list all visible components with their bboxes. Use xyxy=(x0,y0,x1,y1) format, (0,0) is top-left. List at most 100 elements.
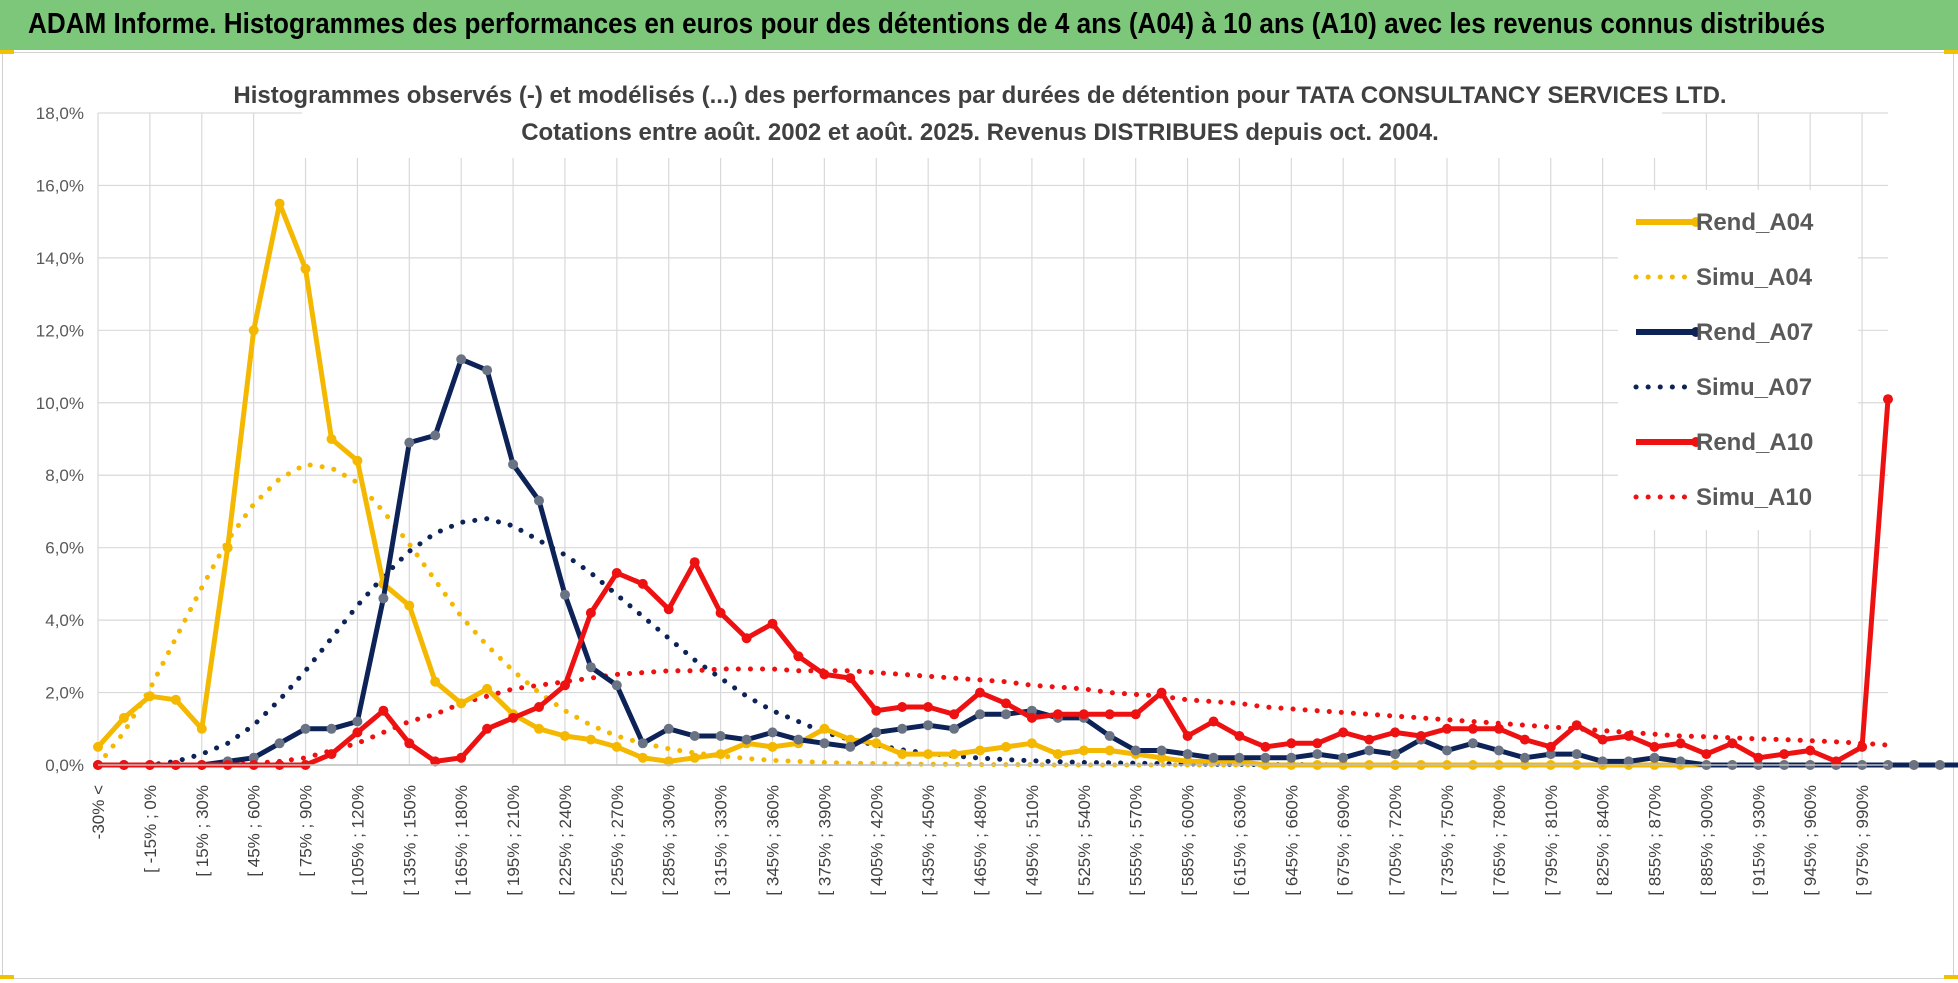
data-point xyxy=(1026,705,1037,716)
series-line-rend-a10 xyxy=(98,399,1891,768)
x-tick-label: [ -15% ; 0% xyxy=(141,785,160,873)
data-point xyxy=(1234,752,1245,763)
data-point xyxy=(585,607,596,618)
corner-marker xyxy=(1944,975,1958,979)
x-tick-label: [ 435% ; 450% xyxy=(919,785,938,896)
data-point xyxy=(1727,738,1738,749)
y-tick-label: 6,0% xyxy=(45,539,84,558)
data-point xyxy=(1623,756,1634,767)
data-point xyxy=(1052,709,1063,720)
data-point xyxy=(1467,738,1478,749)
data-point xyxy=(1104,745,1115,756)
data-point xyxy=(1623,731,1634,741)
x-tick-label: [ 225% ; 240% xyxy=(556,785,575,896)
y-tick-label: 4,0% xyxy=(45,611,84,630)
data-point xyxy=(663,723,674,734)
data-point xyxy=(611,741,622,752)
data-point xyxy=(845,734,856,745)
data-point xyxy=(637,578,648,589)
data-point xyxy=(1001,698,1011,709)
data-point xyxy=(1001,709,1011,720)
data-point xyxy=(1078,745,1089,756)
report-title: ADAM Informe. Histogrammes des performan… xyxy=(28,8,1826,40)
data-point xyxy=(1571,720,1582,731)
data-point xyxy=(819,723,830,734)
chart-subtitle: Cotations entre août. 2002 et août. 2025… xyxy=(521,119,1439,146)
corner-marker xyxy=(0,50,14,54)
data-point xyxy=(689,752,700,763)
data-point xyxy=(1104,709,1115,720)
data-point xyxy=(170,694,181,705)
data-point xyxy=(300,263,311,274)
data-point xyxy=(1442,745,1452,756)
x-tick-label: [ 105% ; 120% xyxy=(348,785,367,896)
data-point xyxy=(1312,749,1323,760)
data-point xyxy=(560,680,570,691)
data-point xyxy=(871,727,882,738)
data-point xyxy=(274,738,285,749)
data-point xyxy=(1286,752,1297,763)
data-point xyxy=(1182,756,1193,767)
data-point xyxy=(1701,749,1712,760)
data-point xyxy=(1675,738,1686,749)
x-tick-label: [ 645% ; 660% xyxy=(1282,785,1301,896)
data-point xyxy=(1805,745,1816,756)
grid xyxy=(97,112,1888,766)
data-point xyxy=(1597,734,1608,745)
data-point xyxy=(689,557,700,568)
title-backdrop xyxy=(302,72,1662,158)
data-point xyxy=(482,723,493,734)
x-tick-label: [ 465% ; 480% xyxy=(971,785,990,896)
data-point xyxy=(715,749,726,760)
data-point xyxy=(456,354,467,365)
data-point xyxy=(534,723,544,734)
y-tick-label: 10,0% xyxy=(36,394,84,413)
data-point xyxy=(637,738,648,749)
data-point xyxy=(1052,749,1063,760)
data-point xyxy=(845,741,856,752)
data-point xyxy=(949,749,960,760)
data-point xyxy=(1182,749,1193,760)
legend-marker xyxy=(1691,437,1701,447)
legend-marker xyxy=(1691,327,1701,337)
y-tick-label: 16,0% xyxy=(36,176,84,195)
data-point xyxy=(352,727,363,738)
data-point xyxy=(1208,716,1219,727)
data-point xyxy=(1182,731,1193,741)
data-point xyxy=(404,600,415,611)
data-point xyxy=(767,618,778,629)
data-point xyxy=(222,542,233,553)
x-tick-label: [ 705% ; 720% xyxy=(1386,785,1405,896)
data-point xyxy=(1883,394,1893,405)
data-point xyxy=(534,702,544,712)
data-point xyxy=(430,430,441,441)
data-point xyxy=(975,709,985,720)
data-point xyxy=(430,676,441,687)
data-point xyxy=(1234,731,1245,741)
x-tick-label: [ 495% ; 510% xyxy=(1023,785,1042,896)
report-banner: ADAM Informe. Histogrammes des performan… xyxy=(0,0,1958,50)
y-tick-label: 8,0% xyxy=(45,466,84,485)
x-tick-label: [ 735% ; 750% xyxy=(1438,785,1457,896)
legend-label: Rend_A04 xyxy=(1696,209,1814,236)
data-point xyxy=(378,705,389,716)
data-point xyxy=(248,752,259,763)
y-tick-label: 18,0% xyxy=(36,104,84,123)
data-point xyxy=(404,738,415,749)
x-tick-label: [ 915% ; 930% xyxy=(1749,785,1768,896)
data-point xyxy=(767,727,778,738)
data-point xyxy=(1571,749,1582,760)
data-point xyxy=(456,698,467,709)
data-point xyxy=(1078,709,1089,720)
x-tick-label: [ 945% ; 960% xyxy=(1801,785,1820,896)
data-point xyxy=(1364,734,1375,745)
data-point xyxy=(715,607,726,618)
legend-label: Rend_A07 xyxy=(1696,319,1813,346)
x-tick-label: [ 615% ; 630% xyxy=(1230,785,1249,896)
data-point xyxy=(482,683,493,694)
x-tick-label: [ 855% ; 870% xyxy=(1646,785,1665,896)
x-tick-label: [ 195% ; 210% xyxy=(504,785,523,896)
legend-label: Simu_A10 xyxy=(1696,484,1812,511)
data-point xyxy=(456,752,467,763)
